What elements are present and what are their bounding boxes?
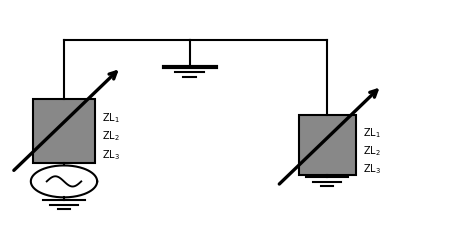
Text: ZL$_1$: ZL$_1$ xyxy=(102,111,120,125)
Text: ZL$_3$: ZL$_3$ xyxy=(363,162,381,175)
Text: ZL$_2$: ZL$_2$ xyxy=(363,144,380,157)
Text: ZL$_1$: ZL$_1$ xyxy=(363,126,381,139)
Text: ZL$_2$: ZL$_2$ xyxy=(102,129,119,143)
Text: ZL$_3$: ZL$_3$ xyxy=(102,147,120,161)
Bar xyxy=(299,116,356,175)
Bar xyxy=(33,100,95,163)
